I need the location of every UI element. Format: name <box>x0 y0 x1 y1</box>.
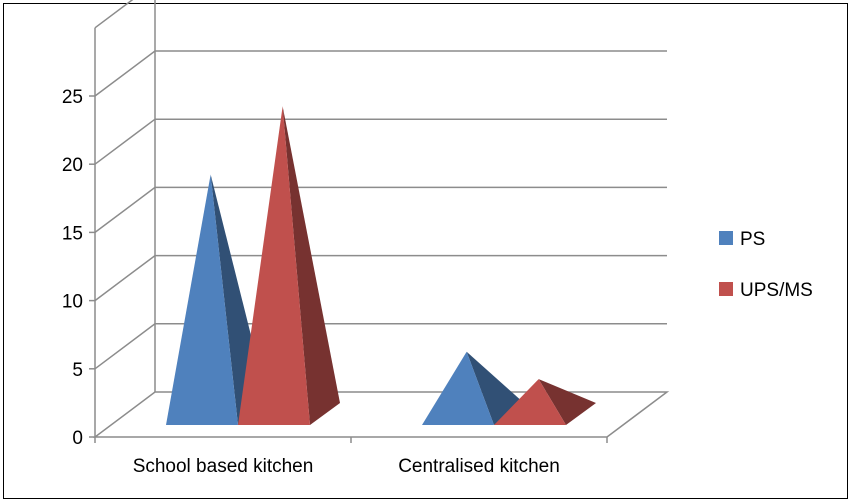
pyramid-ps <box>422 351 524 425</box>
y-tick-label: 15 <box>62 223 83 244</box>
y-tick-label: 10 <box>62 292 83 313</box>
gridline <box>94 254 667 302</box>
chart-floor <box>92 391 670 438</box>
legend: PS UPS/MS <box>719 229 813 301</box>
chart-walls <box>92 0 670 438</box>
pyramid-bars <box>166 106 596 425</box>
pyramid-front-face <box>422 351 494 425</box>
x-axis: School based kitchen Centralised kitchen <box>94 437 608 477</box>
x-category-label: School based kitchen <box>133 456 314 477</box>
legend-label: PS <box>740 229 765 250</box>
pyramid-front-face <box>166 174 238 425</box>
y-tick-label: 5 <box>72 360 83 381</box>
legend-swatch <box>719 282 733 296</box>
pyramid-side-face <box>466 351 524 425</box>
y-tick-label: 20 <box>62 155 83 176</box>
pyramid-ups-ms <box>494 379 596 425</box>
legend-label: UPS/MS <box>740 280 813 301</box>
pyramid-front-face <box>494 379 566 425</box>
pyramid-side-face <box>282 106 340 425</box>
gridline <box>94 50 667 97</box>
pyramid-front-face <box>238 106 310 425</box>
y-tick-label: 0 <box>72 428 83 449</box>
gridline <box>94 0 134 29</box>
pyramid-side-face <box>538 379 596 425</box>
pyramid-ups-ms <box>238 106 340 425</box>
gridline <box>94 118 667 165</box>
legend-swatch <box>719 231 733 245</box>
gridline <box>94 323 667 370</box>
y-tick-label: 25 <box>62 87 83 108</box>
chart-frame <box>3 3 848 499</box>
gridlines <box>94 0 667 370</box>
y-axis: 0 5 10 15 20 25 <box>62 87 95 449</box>
gridline <box>94 186 667 233</box>
x-category-label: Centralised kitchen <box>398 456 560 477</box>
